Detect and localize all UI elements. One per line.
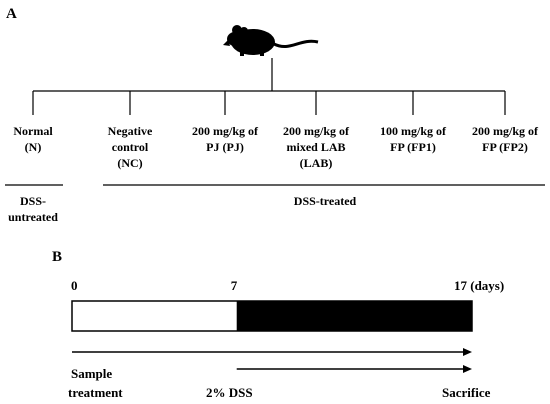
panel-a-label: A xyxy=(6,6,17,22)
sample-treatment-label-line: Sample xyxy=(71,366,112,381)
dss-arrow xyxy=(236,365,472,373)
mouse-icon xyxy=(223,25,319,56)
group-label-fp2: 200 mg/kg of FP (FP2) xyxy=(472,124,539,154)
group-label-line: control xyxy=(112,140,149,154)
group-label-line: Negative xyxy=(108,124,153,138)
untreated-label-line: untreated xyxy=(8,210,58,224)
dss-period-bar xyxy=(236,301,472,331)
group-label-line: Normal xyxy=(13,124,53,138)
timeline-tick-label: 7 xyxy=(231,278,238,293)
untreated-label-line: DSS- xyxy=(20,194,46,208)
dss-start-label: 2% DSS xyxy=(206,385,253,400)
group-tree xyxy=(32,58,506,115)
panel-b-label: B xyxy=(52,249,62,265)
timeline-tick-label: 17 (days) xyxy=(454,278,504,293)
group-label-line: mixed LAB xyxy=(286,140,345,154)
group-label-line: (NC) xyxy=(117,156,142,170)
group-label-line: (LAB) xyxy=(300,156,333,170)
timeline-bar-outline xyxy=(71,300,473,332)
group-label-normal: Normal (N) xyxy=(13,124,53,154)
treated-label: DSS-treated xyxy=(294,194,357,208)
group-label-fp1: 100 mg/kg of FP (FP1) xyxy=(380,124,447,154)
timeline-tick-label: 0 xyxy=(71,278,78,293)
group-label-line: FP (FP1) xyxy=(390,140,436,154)
sacrifice-label: Sacrifice xyxy=(442,385,491,400)
sample-treatment-arrow xyxy=(72,348,472,356)
group-label-line: 200 mg/kg of xyxy=(283,124,350,138)
group-label-pj: 200 mg/kg of PJ (PJ) xyxy=(192,124,259,154)
group-label-line: 200 mg/kg of xyxy=(472,124,539,138)
group-label-line: (N) xyxy=(25,140,42,154)
group-label-line: PJ (PJ) xyxy=(206,140,244,154)
group-label-line: FP (FP2) xyxy=(482,140,528,154)
sample-treatment-label-line: treatment xyxy=(68,385,123,400)
group-label-lab: 200 mg/kg of mixed LAB (LAB) xyxy=(283,124,350,170)
group-label-negative-control: Negative control (NC) xyxy=(108,124,153,170)
group-label-line: 200 mg/kg of xyxy=(192,124,259,138)
timeline: 0 7 17 (days) xyxy=(71,278,504,373)
group-label-line: 100 mg/kg of xyxy=(380,124,447,138)
